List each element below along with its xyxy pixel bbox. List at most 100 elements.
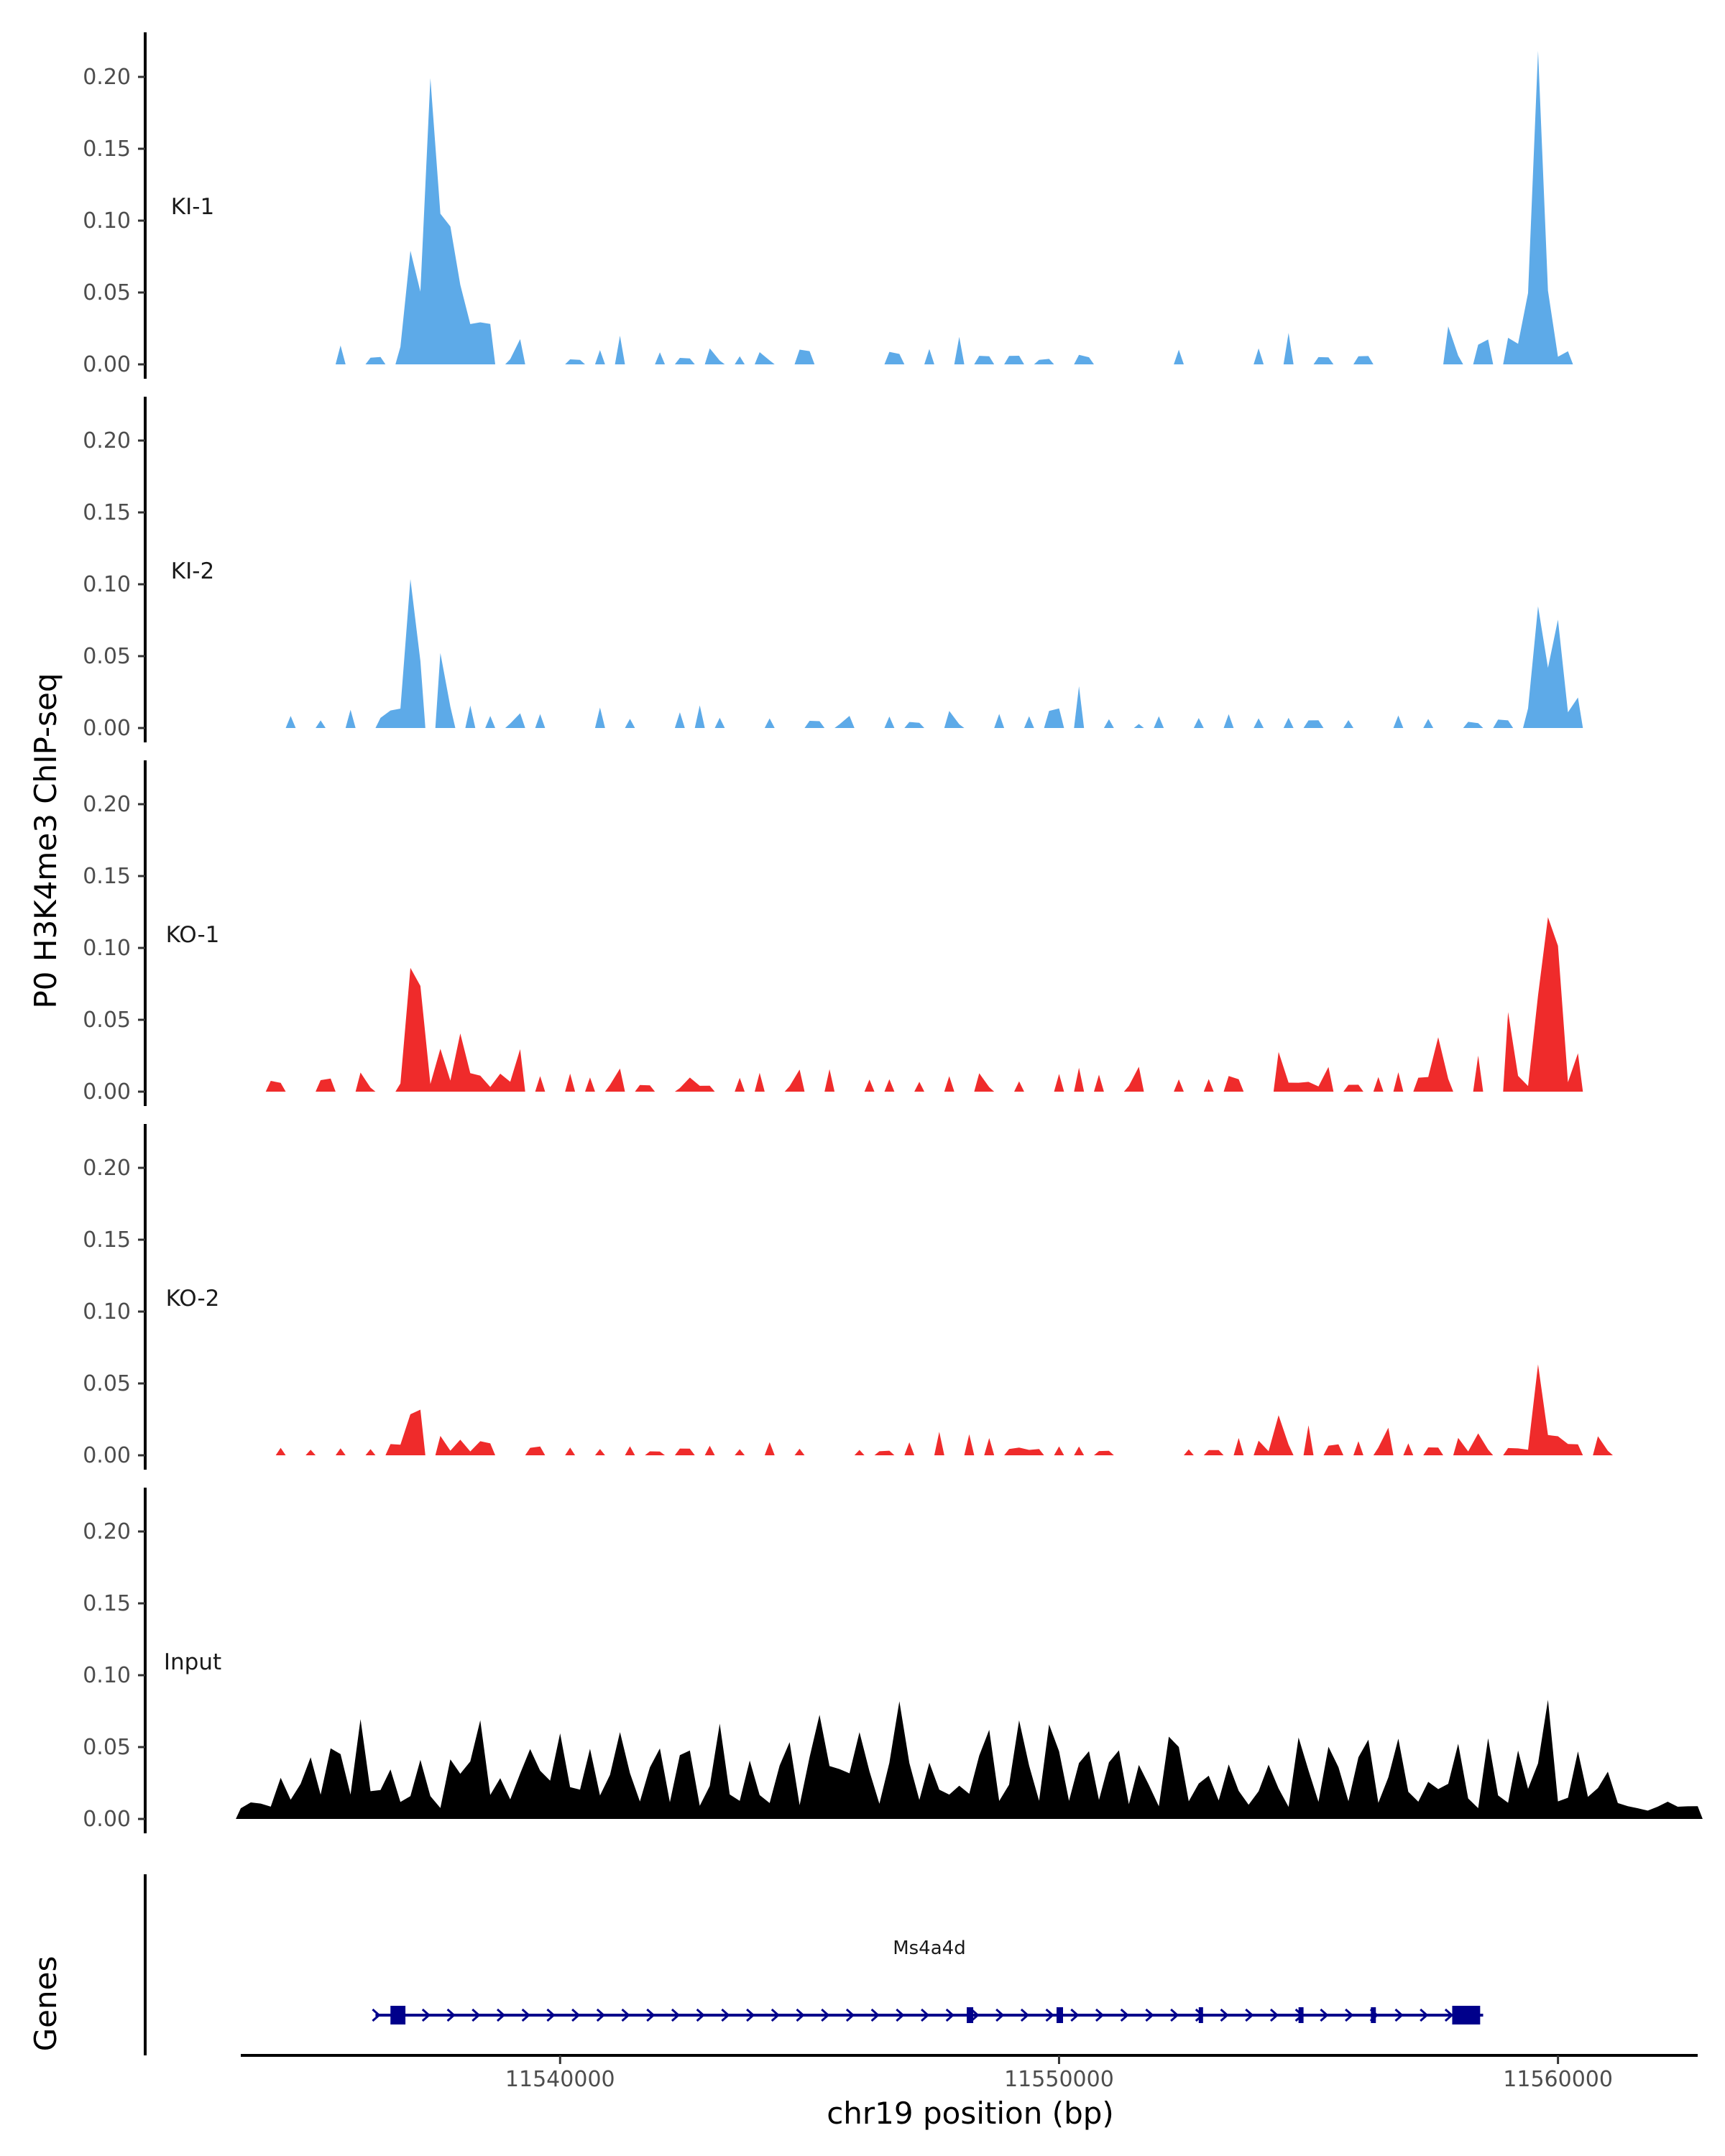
- strand-arrow: [372, 2008, 381, 2022]
- coverage-area: [236, 1700, 1703, 1819]
- coverage-area: [674, 1448, 695, 1455]
- coverage-area: [694, 705, 705, 728]
- coverage-area: [974, 1073, 995, 1092]
- strand-arrow: [1420, 2008, 1429, 2022]
- coverage-area: [1184, 1449, 1194, 1455]
- coverage-area: [435, 653, 456, 728]
- y-tick-label: 0.15: [83, 1227, 131, 1253]
- coverage-area: [1154, 716, 1164, 728]
- coverage-area: [1283, 717, 1294, 728]
- y-tick-label: 0.00: [83, 1443, 131, 1468]
- coverage-area: [275, 1447, 286, 1455]
- track-input: 0.00 0.05 0.10 0.15 0.20 Input: [83, 1488, 1703, 1833]
- coverage-area: [604, 1068, 625, 1092]
- strand-arrow: [796, 2008, 805, 2022]
- coverage-area: [565, 1073, 576, 1092]
- coverage-area: [884, 717, 895, 728]
- coverage-area: [1174, 1079, 1184, 1092]
- coverage-area: [1273, 1051, 1334, 1092]
- track-ko-1: 0.00 0.05 0.10 0.15 0.20 KO-1: [83, 760, 1583, 1106]
- coverage-area: [594, 707, 605, 728]
- strand-arrow: [646, 2008, 656, 2022]
- coverage-area: [784, 1069, 805, 1092]
- coverage-area: [944, 711, 965, 728]
- strand-arrow: [596, 2008, 606, 2022]
- y-tick-label: 0.05: [83, 1371, 131, 1396]
- exon: [1056, 2007, 1064, 2023]
- coverage-area: [1074, 686, 1085, 728]
- strand-arrow: [845, 2008, 855, 2022]
- strand-arrow: [921, 2008, 930, 2022]
- y-tick-label: 0.15: [83, 1591, 131, 1616]
- strand-arrow: [945, 2008, 954, 2022]
- track-label-ki-1: KI-1: [171, 194, 214, 220]
- coverage-area: [1493, 719, 1514, 728]
- y-tick-label: 0.00: [83, 716, 131, 741]
- coverage-area: [1393, 1072, 1404, 1092]
- strand-arrow: [1095, 2008, 1105, 2022]
- coverage-area: [674, 712, 685, 728]
- coverage-area: [994, 714, 1005, 728]
- coverage-area: [864, 1079, 875, 1092]
- gene-panel: Ms4a4d: [144, 1874, 1484, 2055]
- strand-arrow: [1345, 2008, 1354, 2022]
- coverage-area: [355, 1072, 376, 1092]
- coverage-area: [594, 1449, 605, 1455]
- track-panels: 0.00 0.05 0.10 0.15 0.20 KI-1 0.00 0.05 0.10 0.15…: [83, 32, 1703, 1833]
- coverage-area: [1254, 1415, 1294, 1455]
- strand-arrow: [496, 2008, 506, 2022]
- gene-track-title: Genes: [28, 1956, 63, 2052]
- coverage-area: [755, 352, 775, 364]
- coverage-area: [1054, 1074, 1064, 1092]
- coverage-area: [1254, 348, 1264, 364]
- coverage-area: [1004, 1447, 1044, 1455]
- coverage-area: [1423, 1447, 1443, 1455]
- coverage-area: [674, 1077, 715, 1092]
- coverage-area: [265, 1081, 286, 1092]
- coverage-area: [375, 579, 426, 728]
- coverage-area: [1254, 718, 1264, 728]
- coverage-area: [1174, 349, 1184, 364]
- y-axis-title: P0 H3K4me3 ChIP-seq: [28, 673, 63, 1008]
- coverage-area: [1473, 339, 1494, 364]
- coverage-area: [565, 359, 585, 364]
- strand-arrow: [870, 2008, 880, 2022]
- coverage-area: [1074, 1446, 1085, 1455]
- coverage-area: [1223, 714, 1234, 728]
- coverage-area: [1373, 1077, 1384, 1092]
- coverage-area: [1413, 1037, 1453, 1092]
- y-tick-label: 0.20: [83, 792, 131, 817]
- strand-arrow: [770, 2008, 781, 2022]
- x-tick-label: 11550000: [1004, 2067, 1114, 2092]
- gene-name: Ms4a4d: [893, 1938, 966, 1959]
- coverage-area: [1323, 1444, 1344, 1455]
- strand-arrow: [821, 2008, 830, 2022]
- coverage-area: [1473, 1055, 1484, 1092]
- strand-arrow: [1320, 2008, 1329, 2022]
- coverage-area: [1593, 1436, 1613, 1455]
- coverage-area: [704, 348, 725, 364]
- coverage-area: [944, 1076, 954, 1092]
- coverage-area: [764, 718, 775, 728]
- strand-arrow: [446, 2008, 456, 2022]
- strand-arrow: [696, 2008, 705, 2022]
- strand-arrow: [721, 2008, 730, 2022]
- strand-arrow: [1070, 2008, 1080, 2022]
- coverage-area: [884, 1079, 895, 1092]
- coverage-area: [505, 338, 525, 364]
- coverage-area: [1094, 1450, 1114, 1455]
- coverage-area: [655, 352, 666, 364]
- coverage-area: [1103, 719, 1114, 728]
- strand-arrow: [1020, 2008, 1030, 2022]
- exon: [1371, 2007, 1376, 2023]
- strand-arrow: [1394, 2008, 1404, 2022]
- coverage-area: [1423, 719, 1434, 728]
- coverage-area: [594, 350, 605, 364]
- coverage-area: [794, 1448, 805, 1455]
- exon: [967, 2007, 974, 2023]
- track-label-ko-2: KO-2: [166, 1286, 220, 1312]
- y-tick-label: 0.05: [83, 280, 131, 305]
- y-tick-label: 0.20: [83, 65, 131, 90]
- coverage-area: [1074, 354, 1094, 364]
